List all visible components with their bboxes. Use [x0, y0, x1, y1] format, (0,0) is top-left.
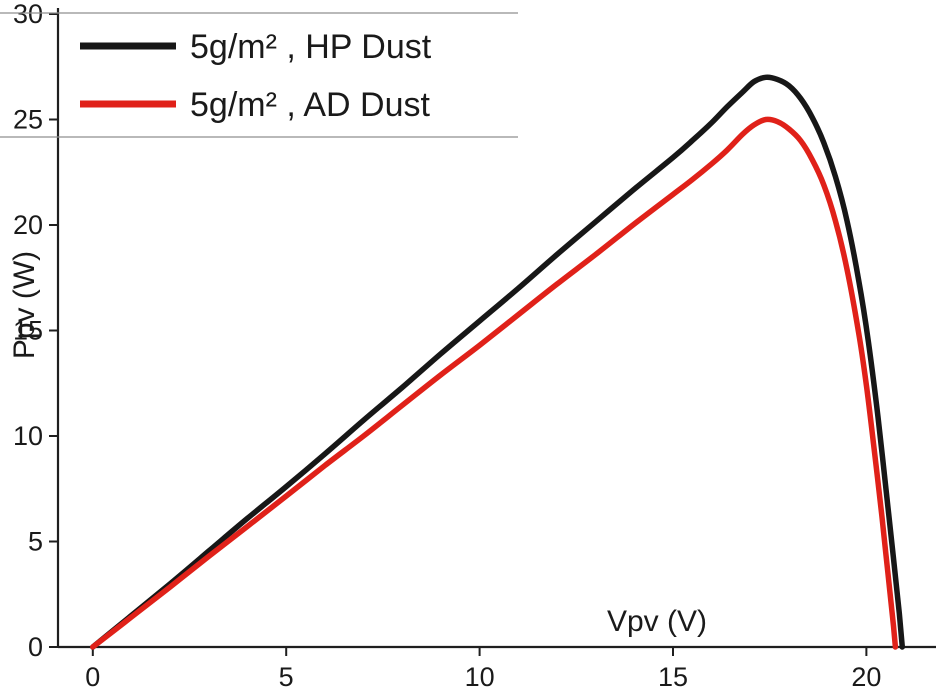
x-axis-title: Vpv (V) [607, 605, 707, 638]
series-curve-ad-dust [90, 116, 899, 650]
x-tick-label: 10 [465, 662, 495, 692]
series-curve-hp-dust [90, 74, 906, 650]
legend-label-hp-dust: 5g/m² , HP Dust [190, 28, 432, 66]
legend-label-ad-dust: 5g/m² , AD Dust [190, 86, 431, 124]
y-tick-label: 15 [13, 316, 43, 346]
y-tick-label: 25 [13, 105, 43, 135]
y-axis-title: Ppv (W) [8, 251, 41, 359]
y-tick-label: 5 [28, 527, 43, 557]
y-tick-label: 20 [13, 210, 43, 240]
x-tick-label: 5 [279, 662, 294, 692]
y-tick-label: 30 [13, 0, 43, 29]
x-tick-label: 15 [658, 662, 688, 692]
x-tick-label: 0 [85, 662, 100, 692]
y-tick-label: 0 [28, 632, 43, 662]
y-tick-label: 10 [13, 421, 43, 451]
x-tick-label: 20 [851, 662, 881, 692]
